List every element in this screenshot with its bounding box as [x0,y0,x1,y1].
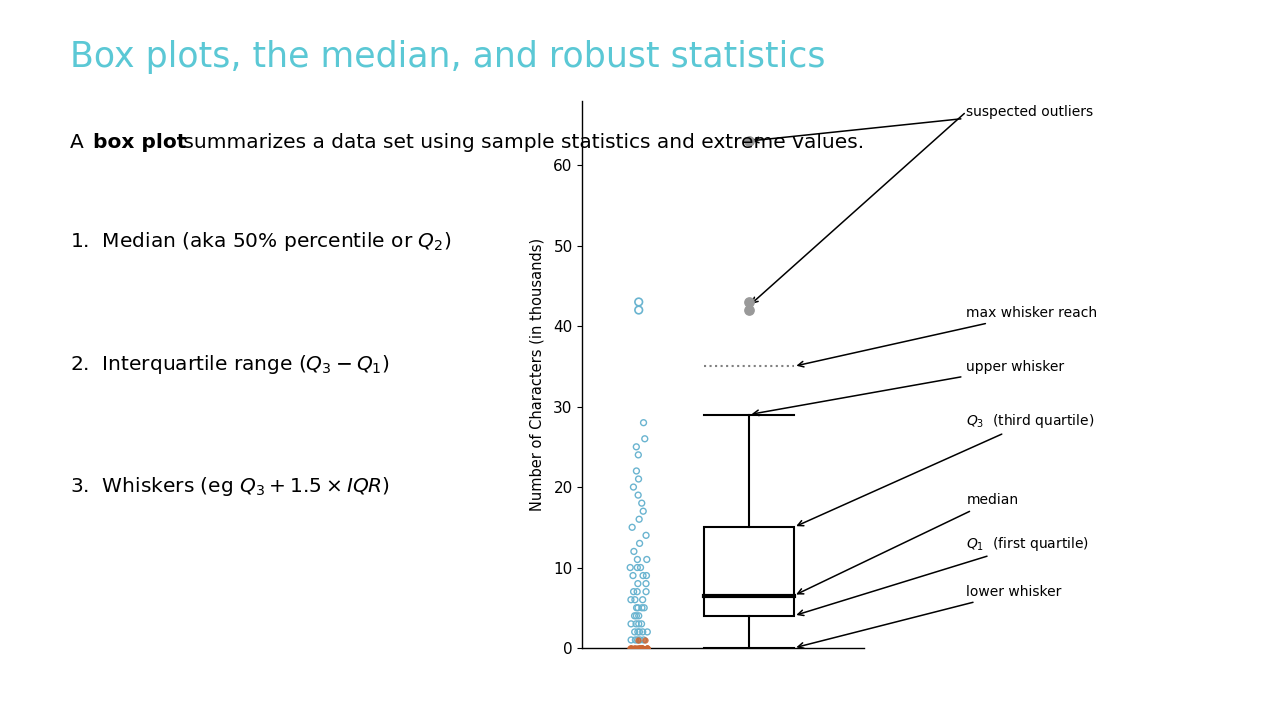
Point [630,562,650,573]
Point [621,594,641,606]
Text: summarizes a data set using sample statistics and extreme values.: summarizes a data set using sample stati… [177,133,864,152]
Point [631,618,652,629]
Point [625,634,645,646]
Point [628,618,649,629]
Point [634,634,654,646]
Point [621,642,641,654]
Point [627,634,648,646]
Point [622,521,643,533]
Point [627,562,648,573]
Text: box plot: box plot [93,133,187,152]
Point [620,562,640,573]
Point [632,642,653,654]
Point [625,610,645,621]
Point [739,135,759,147]
Point [623,570,644,581]
Point [636,642,657,654]
Point [632,626,653,638]
Point [635,634,655,646]
Text: max whisker reach: max whisker reach [797,306,1097,367]
Point [636,530,657,541]
Point [627,626,648,638]
Point [628,490,649,501]
Point [627,578,648,590]
Point [739,305,759,316]
Point [632,642,653,654]
Text: Box plots, the median, and robust statistics: Box plots, the median, and robust statis… [70,40,826,73]
Point [625,626,645,638]
Point [630,634,650,646]
Point [636,578,657,590]
Y-axis label: Number of Characters (in thousands): Number of Characters (in thousands) [530,238,545,511]
Point [628,305,649,316]
Text: upper whisker: upper whisker [753,360,1065,415]
Point [625,594,645,606]
Point [628,634,649,646]
Point [621,618,641,629]
Point [628,642,649,654]
Text: 3.  Whiskers (eg $Q_3 + 1.5 \times IQR$): 3. Whiskers (eg $Q_3 + 1.5 \times IQR$) [70,475,390,498]
Point [621,634,641,646]
Point [628,642,649,654]
Bar [704,527,794,616]
Point [634,505,654,517]
Point [635,433,655,444]
Text: 1.  Median (aka 50% percentile or $Q_2$): 1. Median (aka 50% percentile or $Q_2$) [70,230,452,253]
Point [637,626,658,638]
Text: A: A [70,133,91,152]
Point [623,642,644,654]
Point [626,602,646,613]
Point [620,642,640,654]
Point [636,642,657,654]
Point [630,626,650,638]
Point [628,449,649,461]
Point [632,570,653,581]
Point [632,642,653,654]
Point [636,554,657,565]
Text: 2.  Interquartile range ($Q_3 - Q_1$): 2. Interquartile range ($Q_3 - Q_1$) [70,353,390,376]
Point [628,610,649,621]
Text: $Q_3$  (third quartile): $Q_3$ (third quartile) [797,412,1094,526]
Point [623,546,644,557]
Point [627,642,648,654]
Point [636,586,657,598]
Point [627,554,648,565]
Point [632,594,653,606]
Point [626,441,646,453]
Point [630,642,650,654]
Point [631,498,652,509]
Point [634,602,654,613]
Point [634,417,654,428]
Point [627,602,648,613]
Point [623,586,644,598]
Text: $Q_1$  (first quartile): $Q_1$ (first quartile) [797,534,1089,616]
Point [626,610,646,621]
Point [628,296,649,307]
Point [625,642,645,654]
Point [636,570,657,581]
Text: median: median [797,493,1019,594]
Text: suspected outliers: suspected outliers [753,104,1093,143]
Point [739,296,759,307]
Point [630,538,650,549]
Point [626,465,646,477]
Point [631,642,652,654]
Point [632,602,653,613]
Point [637,642,658,654]
Point [627,586,648,598]
Point [628,513,649,525]
Point [621,642,641,654]
Point [628,473,649,485]
Point [626,618,646,629]
Point [623,481,644,492]
Text: lower whisker: lower whisker [797,585,1062,648]
